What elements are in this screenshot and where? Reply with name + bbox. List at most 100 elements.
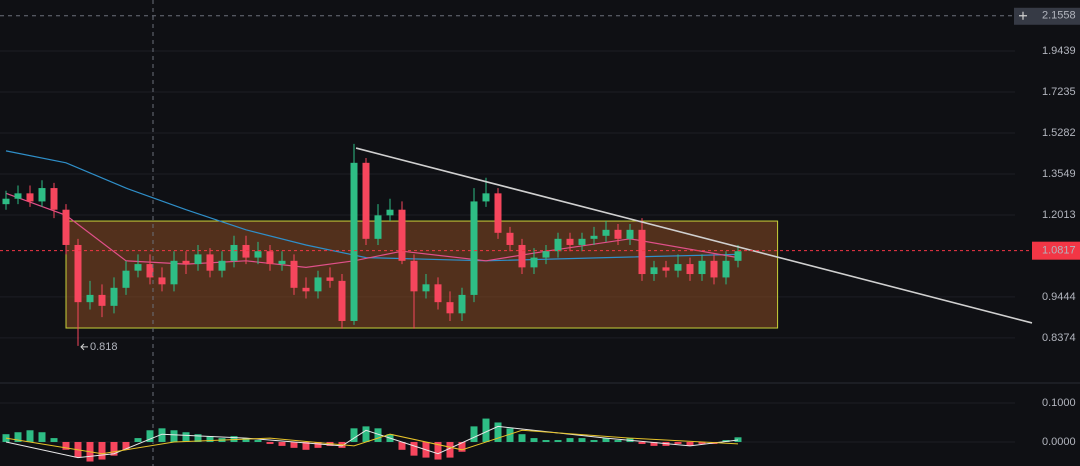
histogram-bar (206, 436, 214, 442)
histogram-bar (374, 428, 382, 442)
main-pane (0, 50, 1015, 346)
histogram-bar (590, 440, 598, 442)
range-box (65, 220, 779, 329)
y-tick-label: 1.7235 (1042, 86, 1076, 98)
candle-body (278, 260, 286, 265)
histogram-bar (314, 441, 322, 448)
histogram-bar (254, 440, 262, 442)
candle-body (302, 287, 310, 292)
low-arrow (80, 343, 88, 351)
y-tick-label: 1.2013 (1042, 209, 1076, 221)
histogram-bar (98, 441, 106, 460)
histogram-bar (266, 441, 274, 444)
histogram-bar (2, 434, 10, 442)
histogram-bar (170, 430, 178, 442)
candle-body (566, 238, 574, 245)
histogram-bar (602, 438, 610, 442)
histogram-bar (734, 437, 742, 442)
candle-body (446, 302, 454, 314)
histogram-bar (578, 438, 586, 442)
candle-body (710, 260, 718, 278)
candle-body (86, 294, 94, 303)
y-tick-label: 0.9444 (1042, 291, 1076, 303)
histogram-bar (242, 438, 250, 442)
candle-body (266, 251, 274, 265)
candle-body (674, 264, 682, 271)
candle-body (14, 193, 22, 199)
candle-body (638, 229, 646, 275)
histogram-bar (38, 432, 46, 442)
candle-body (494, 193, 502, 233)
histogram-bar (182, 432, 190, 442)
candle-body (482, 193, 490, 202)
indicator-line (5, 429, 739, 455)
histogram-bar (350, 428, 358, 442)
candle-body (722, 260, 730, 278)
histogram-bar (554, 440, 562, 442)
histogram-bar (26, 430, 34, 442)
y-tick-label: 0.0000 (1042, 436, 1076, 448)
low-label: 0.818 (90, 341, 118, 353)
candle-body (350, 162, 358, 321)
crosshair-box (1014, 7, 1080, 25)
histogram-bar (698, 441, 706, 444)
histogram-bar (290, 441, 298, 448)
candle-body (158, 277, 166, 285)
candle-body (242, 244, 250, 258)
candle-body (206, 254, 214, 271)
candle-body (686, 264, 694, 275)
candle-body (182, 260, 190, 265)
histogram-bar (650, 441, 658, 446)
histogram-bar (518, 434, 526, 442)
candle-body (458, 294, 466, 314)
candle-body (578, 238, 586, 245)
histogram-bar (434, 441, 442, 460)
candle-body (698, 260, 706, 275)
histogram-bar (50, 438, 58, 442)
candle-body (518, 244, 526, 268)
histogram-bar (134, 438, 142, 442)
candle-body (374, 215, 382, 239)
histogram-bar (674, 441, 682, 444)
candle-body (662, 267, 670, 271)
histogram-bar (494, 422, 502, 442)
histogram-bar (362, 426, 370, 442)
candle-body (134, 264, 142, 271)
candle-body (290, 260, 298, 288)
candle-body (386, 209, 394, 216)
candle-body (50, 188, 58, 210)
candle-body (434, 284, 442, 303)
candle-body (422, 284, 430, 292)
candle-body (38, 188, 46, 202)
candle-body (398, 209, 406, 261)
y-tick-label: 0.1000 (1042, 397, 1076, 409)
trend-line (355, 147, 1033, 324)
last-price-box (1032, 241, 1080, 260)
histogram-bar (302, 441, 310, 450)
histogram-bar (62, 441, 70, 450)
candle-body (218, 260, 226, 271)
histogram-bar (614, 440, 622, 442)
candle-body (590, 235, 598, 239)
histogram-bar (446, 441, 454, 458)
candle-body (254, 251, 262, 258)
candle-body (506, 232, 514, 245)
candle-body (626, 229, 634, 239)
y-tick-label: 1.5282 (1042, 127, 1076, 139)
indicator-line (5, 425, 739, 459)
y-tick-label: 1.3549 (1042, 168, 1076, 180)
candle-body (530, 257, 538, 268)
histogram-bar (146, 430, 154, 442)
candle-body (74, 244, 82, 303)
candle-body (170, 260, 178, 285)
histogram-bar (686, 441, 694, 446)
candle-body (98, 294, 106, 306)
crosshair-label: 2.1558 (1042, 10, 1076, 22)
candle-body (602, 229, 610, 236)
histogram-bar (542, 440, 550, 442)
y-tick-label: 0.8374 (1042, 332, 1076, 344)
y-tick-label: 1.9439 (1042, 45, 1076, 57)
candle-body (326, 277, 334, 281)
candle-body (146, 264, 154, 278)
